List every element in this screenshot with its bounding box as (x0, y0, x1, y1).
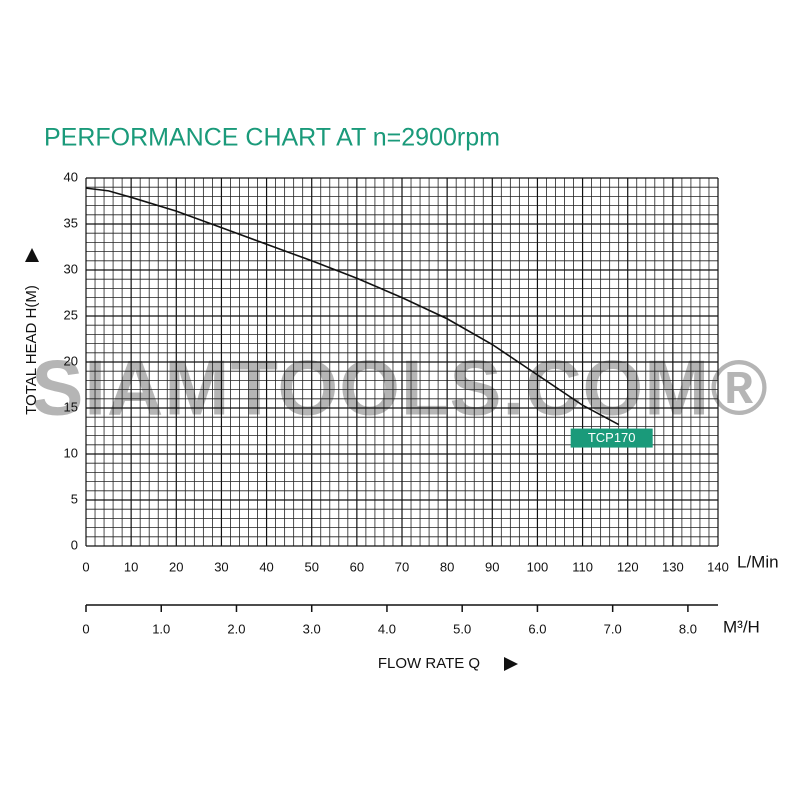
chart-title: PERFORMANCE CHART AT n=2900rpm (44, 124, 500, 152)
y-tick-label: 0 (71, 537, 78, 552)
arrow-up (25, 248, 39, 262)
y-tick-label: 40 (64, 169, 78, 184)
x-tick-label: 110 (572, 559, 593, 574)
x-tick-label: 130 (662, 559, 684, 574)
x-tick-label: 70 (395, 559, 409, 574)
x2-tick-label: 7.0 (604, 621, 622, 636)
y-tick-label: 35 (64, 215, 78, 230)
y-axis-label: TOTAL HEAD H(M) (23, 285, 40, 415)
y-tick-label: 15 (64, 399, 78, 414)
y-tick-label: 20 (64, 353, 78, 368)
y-tick-label: 10 (64, 445, 78, 460)
x2-tick-label: 4.0 (378, 621, 396, 636)
y-tick-label: 25 (64, 307, 78, 322)
x2-tick-label: 5.0 (453, 621, 471, 636)
x2-unit: M³/H (723, 617, 760, 636)
x-axis-label: FLOW RATE Q (378, 655, 480, 672)
x-tick-label: 0 (82, 559, 89, 574)
x2-tick-label: 2.0 (227, 621, 245, 636)
x2-tick-label: 0 (82, 621, 89, 636)
y-tick-label: 30 (64, 261, 78, 276)
x-tick-label: 80 (440, 559, 454, 574)
x-unit: L/Min (737, 552, 779, 571)
x2-tick-label: 6.0 (528, 621, 546, 636)
x-tick-label: 30 (214, 559, 228, 574)
watermark: SIAMTOOLS.COM® (31, 344, 768, 432)
x-tick-label: 120 (617, 559, 639, 574)
x-tick-label: 50 (304, 559, 318, 574)
x-tick-label: 10 (124, 559, 138, 574)
curve (85, 187, 620, 426)
arrow-right (504, 657, 518, 671)
x-tick-label: 140 (707, 559, 729, 574)
series-label: TCP170 (588, 430, 636, 445)
x-tick-label: 20 (169, 559, 183, 574)
x2-tick-label: 1.0 (152, 621, 170, 636)
x-tick-label: 100 (527, 559, 549, 574)
x-tick-label: 60 (350, 559, 364, 574)
y-tick-label: 5 (71, 491, 78, 506)
x2-tick-label: 8.0 (679, 621, 697, 636)
series-label-box (570, 428, 653, 448)
x-tick-label: 40 (259, 559, 273, 574)
x2-tick-label: 3.0 (303, 621, 321, 636)
x-tick-label: 90 (485, 559, 499, 574)
